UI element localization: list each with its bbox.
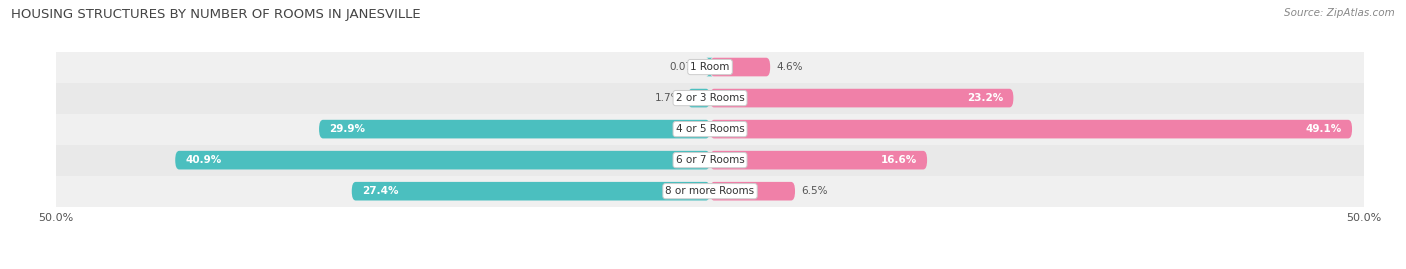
FancyBboxPatch shape: [319, 120, 710, 139]
Text: 1.7%: 1.7%: [655, 93, 682, 103]
Bar: [56, 83, 1364, 114]
FancyBboxPatch shape: [710, 182, 794, 200]
Bar: [56, 145, 1364, 176]
Bar: [56, 114, 1364, 145]
FancyBboxPatch shape: [352, 182, 710, 200]
Text: 0.07%: 0.07%: [669, 62, 703, 72]
Text: 8 or more Rooms: 8 or more Rooms: [665, 186, 755, 196]
Text: 4.6%: 4.6%: [776, 62, 803, 72]
Text: 4 or 5 Rooms: 4 or 5 Rooms: [676, 124, 744, 134]
Text: Source: ZipAtlas.com: Source: ZipAtlas.com: [1284, 8, 1395, 18]
Bar: [56, 176, 1364, 207]
Text: 49.1%: 49.1%: [1305, 124, 1341, 134]
Text: 6 or 7 Rooms: 6 or 7 Rooms: [676, 155, 744, 165]
Text: 1 Room: 1 Room: [690, 62, 730, 72]
Text: 29.9%: 29.9%: [329, 124, 366, 134]
Text: 6.5%: 6.5%: [801, 186, 828, 196]
FancyBboxPatch shape: [710, 151, 927, 169]
FancyBboxPatch shape: [688, 89, 710, 107]
FancyBboxPatch shape: [710, 89, 1014, 107]
FancyBboxPatch shape: [176, 151, 710, 169]
Text: 2 or 3 Rooms: 2 or 3 Rooms: [676, 93, 744, 103]
FancyBboxPatch shape: [710, 58, 770, 76]
Text: 40.9%: 40.9%: [186, 155, 222, 165]
Text: HOUSING STRUCTURES BY NUMBER OF ROOMS IN JANESVILLE: HOUSING STRUCTURES BY NUMBER OF ROOMS IN…: [11, 8, 420, 21]
FancyBboxPatch shape: [706, 58, 713, 76]
FancyBboxPatch shape: [710, 120, 1353, 139]
Text: 16.6%: 16.6%: [880, 155, 917, 165]
Text: 23.2%: 23.2%: [967, 93, 1002, 103]
Text: 27.4%: 27.4%: [363, 186, 399, 196]
Bar: [56, 52, 1364, 83]
